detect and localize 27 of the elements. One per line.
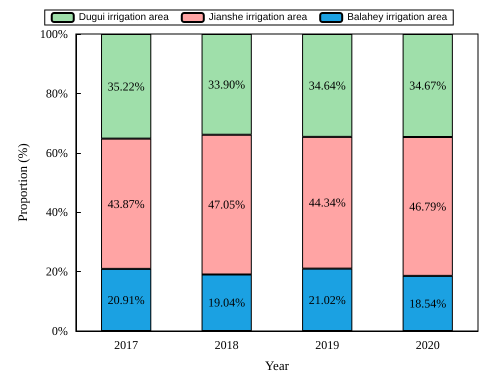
x-tick-label: 2018	[214, 338, 239, 352]
y-tick-label: 100%	[40, 27, 68, 41]
y-axis-title: Proportion (%)	[15, 143, 30, 222]
data-label: 18.54%	[409, 296, 446, 310]
x-tick-label: 2020	[416, 338, 440, 352]
data-label: 33.90%	[208, 77, 246, 92]
legend-label: Dugui irrigation area	[78, 12, 170, 23]
x-tick-label: 2019	[315, 338, 340, 352]
data-label: 35.22%	[108, 79, 145, 94]
data-label: 47.05%	[208, 198, 246, 212]
y-tick-label: 80%	[46, 86, 68, 100]
data-label: 20.91%	[108, 292, 145, 307]
data-label: 34.64%	[308, 78, 346, 92]
legend-label: Jianshe irrigation area	[208, 12, 308, 23]
data-label: 46.79%	[409, 199, 446, 214]
y-tick-label: 20%	[46, 264, 68, 279]
data-label: 44.34%	[308, 196, 346, 210]
data-label: 43.87%	[108, 196, 145, 211]
legend-label: Balahey irrigation area	[347, 12, 448, 23]
data-label: 19.04%	[208, 296, 246, 310]
data-label: 21.02%	[308, 292, 346, 307]
x-axis-title: Year	[264, 358, 290, 373]
y-tick-label: 40%	[46, 205, 68, 220]
x-tick-label: 2017	[114, 338, 138, 352]
y-tick-label: 60%	[46, 146, 68, 160]
data-label: 34.67%	[409, 78, 446, 92]
y-tick-label: 0%	[52, 324, 68, 338]
